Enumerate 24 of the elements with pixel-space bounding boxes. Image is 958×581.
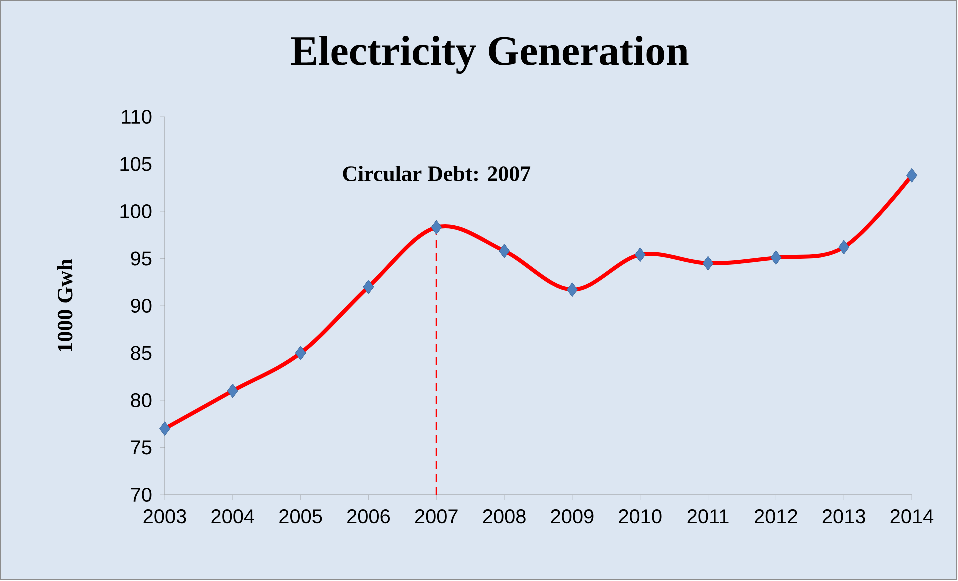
- y-tick-label: 70: [131, 488, 152, 502]
- x-tick-label: 2006: [348, 510, 390, 524]
- y-tick-label: 100: [120, 204, 152, 219]
- y-tick-label: 95: [131, 252, 152, 266]
- y-axis-title: 1000 Gwh: [57, 259, 73, 352]
- y-tick-label: 80: [131, 393, 152, 408]
- x-tick-label: 2011: [688, 510, 729, 524]
- y-tick-label: 85: [131, 346, 152, 360]
- chart-title: Electricity Generation: [291, 36, 689, 74]
- x-tick-label: 2014: [890, 510, 934, 524]
- y-tick-label: 110: [122, 110, 152, 124]
- x-tick-label: 2005: [280, 510, 322, 524]
- ref-line-label: Circular Debt: 2007: [343, 166, 531, 182]
- y-tick-label: 75: [131, 440, 152, 455]
- x-tick-label: 2003: [144, 510, 186, 524]
- y-tick-label: 90: [131, 298, 152, 314]
- x-tick-label: 2008: [483, 510, 526, 524]
- x-tick-label: 2004: [212, 510, 254, 524]
- x-tick-label: 2010: [619, 510, 662, 524]
- x-tick-label: 2009: [551, 510, 594, 524]
- y-tick-label: 105: [120, 157, 152, 172]
- x-tick-label: 2013: [822, 510, 866, 524]
- x-tick-label: 2012: [755, 510, 798, 524]
- x-tick-label: 2007: [415, 510, 458, 524]
